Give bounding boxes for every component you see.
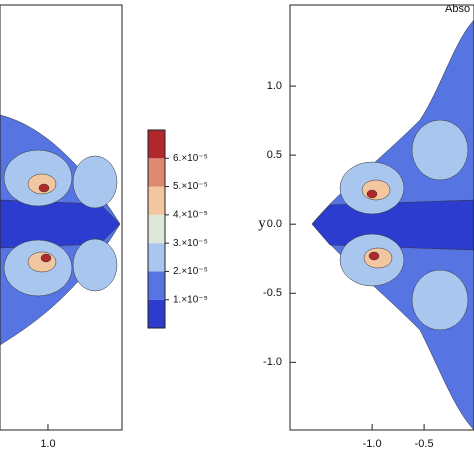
x-tick-label: -1.0 [363,438,382,450]
y-tick-label: 1.0 [267,80,282,92]
colorbar-band [148,186,165,215]
colorbar-label: 3.×10⁻⁵ [173,238,208,249]
contour-region [311,199,474,251]
contour-region [72,238,118,292]
colorbar-band [148,271,165,300]
colorbar-band [148,158,165,187]
contour-region [38,183,50,193]
contour-region [40,253,52,263]
colorbar-band [148,243,165,272]
colorbar-label: 6.×10⁻⁵ [173,153,208,164]
y-tick-label: -1.0 [263,356,282,368]
x-tick-label: -0.5 [415,438,434,450]
plot-frame [289,4,474,431]
chart-title: Abso [445,3,470,15]
colorbar-band [148,214,165,244]
contour-region [366,189,378,199]
contour-region [72,155,118,209]
contour-region [411,269,469,331]
y-axis-label: y [258,215,266,231]
colorbar-band [148,299,165,328]
colorbar-label: 4.×10⁻⁵ [173,209,208,220]
x-tick-label: 1.0 [40,438,55,450]
y-tick-label: 0.5 [267,149,282,161]
colorbar-label: 1.×10⁻⁵ [173,294,208,305]
colorbar-band [148,130,165,159]
y-tick-label: 0.0 [267,218,282,230]
plot-frame [0,4,123,431]
contour-region [361,179,391,201]
colorbar-label: 5.×10⁻⁵ [173,181,208,192]
y-tick-label: -0.5 [263,287,282,299]
colorbar-label: 2.×10⁻⁵ [173,266,208,277]
colorbar-frame [147,129,166,329]
contour-region [27,251,57,273]
contour-region [411,119,469,181]
contour-region [368,251,380,261]
